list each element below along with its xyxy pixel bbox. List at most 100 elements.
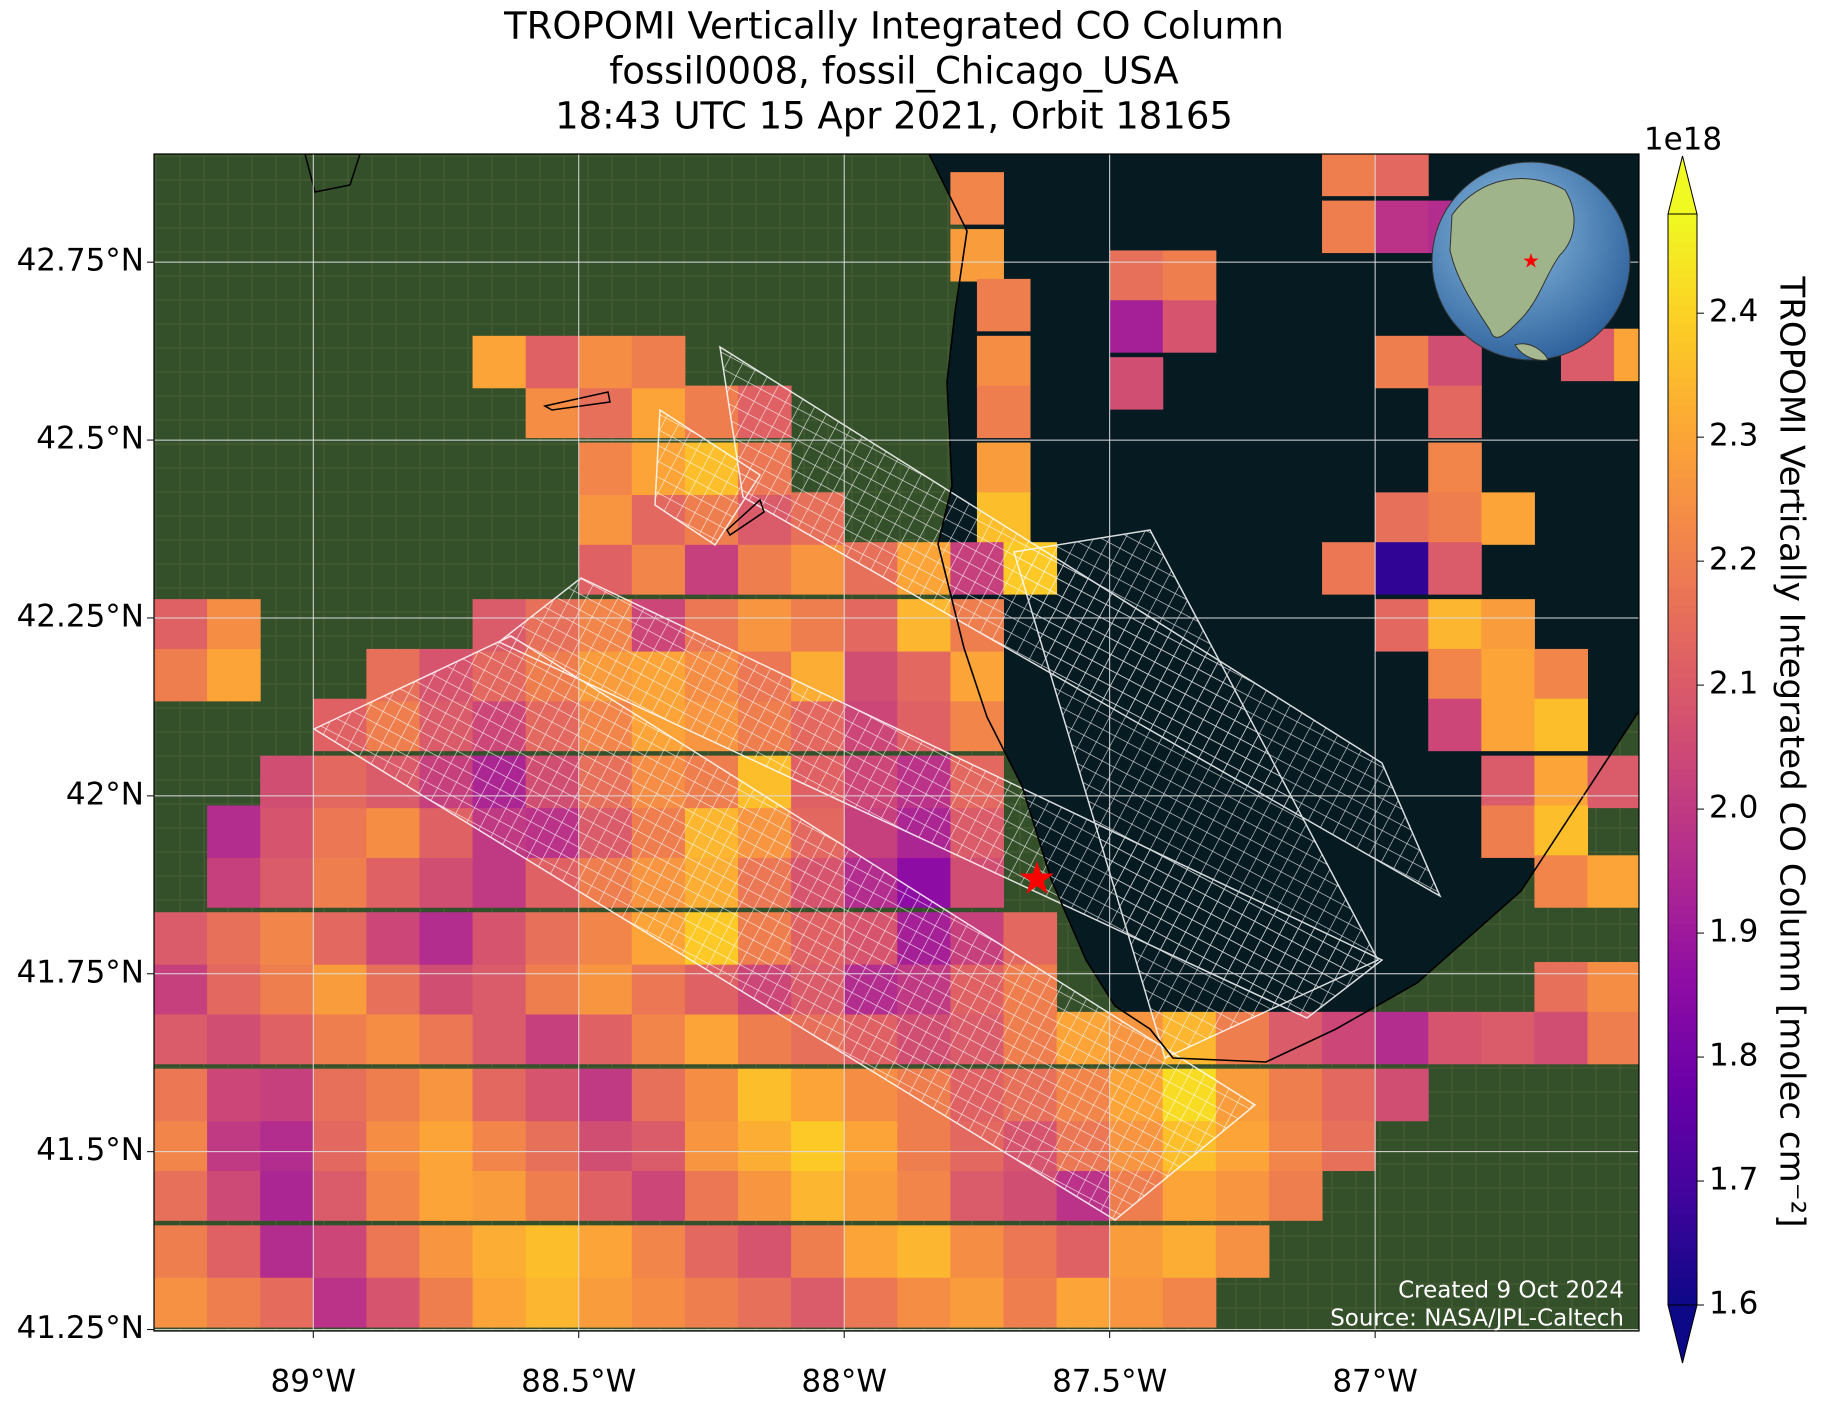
- co-pixel: [1375, 542, 1429, 595]
- co-pixel: [1428, 335, 1482, 389]
- colorbar-segment: [1668, 1159, 1697, 1170]
- colorbar-segment: [1668, 704, 1697, 715]
- colorbar-frame: [1667, 213, 1698, 1306]
- co-pixel: [1215, 1225, 1270, 1278]
- co-pixel: [1003, 1225, 1058, 1278]
- co-pixel: [366, 912, 420, 965]
- colorbar-segment: [1668, 604, 1697, 615]
- co-pixel: [1322, 200, 1376, 254]
- co-pixel: [791, 1168, 845, 1221]
- co-pixel: [1322, 1011, 1376, 1065]
- co-pixel: [1322, 1068, 1376, 1122]
- colorbar-tick-label: 2.0: [1709, 790, 1758, 826]
- co-pixel: [154, 1275, 208, 1328]
- colorbar-segment: [1668, 441, 1697, 451]
- colorbar-segment: [1668, 1277, 1697, 1288]
- co-pixel: [419, 1225, 474, 1278]
- colorbar-segment: [1668, 1223, 1697, 1233]
- colorbar-segment: [1668, 514, 1697, 524]
- co-pixel: [366, 1168, 420, 1221]
- colorbar-segment: [1668, 1132, 1697, 1142]
- co-pixel: [1428, 648, 1482, 702]
- colorbar-segment: [1668, 504, 1697, 515]
- co-pixel: [1428, 1011, 1482, 1065]
- co-pixel: [1109, 250, 1164, 303]
- co-pixel: [260, 1011, 314, 1065]
- colorbar-segment: [1668, 1241, 1697, 1252]
- co-pixel: [1375, 154, 1429, 197]
- co-pixel: [897, 1168, 951, 1221]
- co-pixel: [578, 962, 633, 1015]
- co-pixel: [1428, 442, 1482, 496]
- co-pixel: [260, 1225, 314, 1278]
- co-pixel: [738, 1168, 792, 1221]
- shoreline: [928, 154, 1639, 1063]
- co-pixel: [631, 1011, 686, 1065]
- co-pixel: [419, 1011, 474, 1065]
- colorbar-segment: [1668, 1123, 1697, 1133]
- y-tick-label: 42.5°N: [36, 421, 144, 457]
- co-pixel: [578, 385, 633, 439]
- colorbar-tick-label: 1.6: [1709, 1286, 1758, 1322]
- co-pixel: [313, 1225, 367, 1278]
- co-pixel: [366, 1011, 420, 1065]
- co-pixel: [525, 1068, 580, 1122]
- colorbar-segment: [1668, 468, 1697, 479]
- colorbar-segment: [1668, 1114, 1697, 1124]
- colorbar-segment: [1668, 568, 1697, 579]
- colorbar-segment: [1668, 677, 1697, 688]
- colorbar-segment: [1668, 1259, 1697, 1270]
- co-pixel: [525, 1118, 580, 1172]
- colorbar-tick-label: 2.4: [1709, 294, 1758, 330]
- co-pixel: [1215, 1168, 1270, 1221]
- co-pixel: [1375, 335, 1429, 389]
- colorbar-segment: [1668, 850, 1697, 861]
- gridlines: [154, 154, 1639, 1331]
- x-tick-label: 88.5°W: [521, 1364, 636, 1400]
- colorbar-segment: [1668, 459, 1697, 470]
- co-pixel: [738, 1118, 792, 1172]
- colorbar-segment: [1668, 859, 1697, 870]
- colorbar-segment: [1668, 914, 1697, 924]
- colorbar-segment: [1668, 1295, 1697, 1306]
- co-pixel: [578, 492, 633, 545]
- co-pixel: [260, 912, 314, 965]
- colorbar-segment: [1668, 414, 1697, 424]
- co-pixel: [791, 599, 845, 652]
- co-pixel: [154, 648, 208, 702]
- colorbar-segment: [1668, 477, 1697, 488]
- co-pixel: [313, 1118, 367, 1172]
- co-pixel: [1375, 200, 1429, 254]
- co-pixel: [950, 648, 1004, 702]
- co-pixel: [260, 1275, 314, 1328]
- colorbar-segment: [1668, 1250, 1697, 1261]
- colorbar-segment: [1668, 886, 1697, 897]
- colorbar-segment: [1668, 541, 1697, 551]
- co-pixel: [207, 962, 261, 1015]
- co-pixel: [1056, 1225, 1111, 1278]
- co-pixel: [525, 1168, 580, 1221]
- colorbar-segment: [1668, 1041, 1697, 1052]
- colorbar-segment: [1668, 332, 1697, 342]
- co-pixel: [313, 1011, 367, 1065]
- co-pixel: [472, 1118, 527, 1172]
- co-pixel: [578, 1068, 633, 1122]
- co-pixel: [631, 1068, 686, 1122]
- colorbar-segment: [1668, 668, 1697, 679]
- colorbar-segment: [1668, 777, 1697, 788]
- colorbar-extend-max: [1667, 155, 1698, 215]
- colorbar-segment: [1668, 695, 1697, 706]
- co-pixel: [313, 1275, 367, 1328]
- co-pixel: [1268, 1068, 1323, 1122]
- co-pixel: [1534, 648, 1589, 702]
- colorbar-segment: [1668, 350, 1697, 361]
- co-pixel: [1534, 855, 1589, 908]
- co-pixel: [578, 1168, 633, 1221]
- colorbar-segment: [1668, 1014, 1697, 1024]
- colorbar-segment: [1668, 486, 1697, 497]
- co-pixel: [844, 1168, 898, 1221]
- colorbar-segment: [1668, 295, 1697, 306]
- co-pixel: [1162, 250, 1217, 303]
- co-pixel: [366, 962, 420, 1015]
- co-pixel: [1375, 599, 1429, 652]
